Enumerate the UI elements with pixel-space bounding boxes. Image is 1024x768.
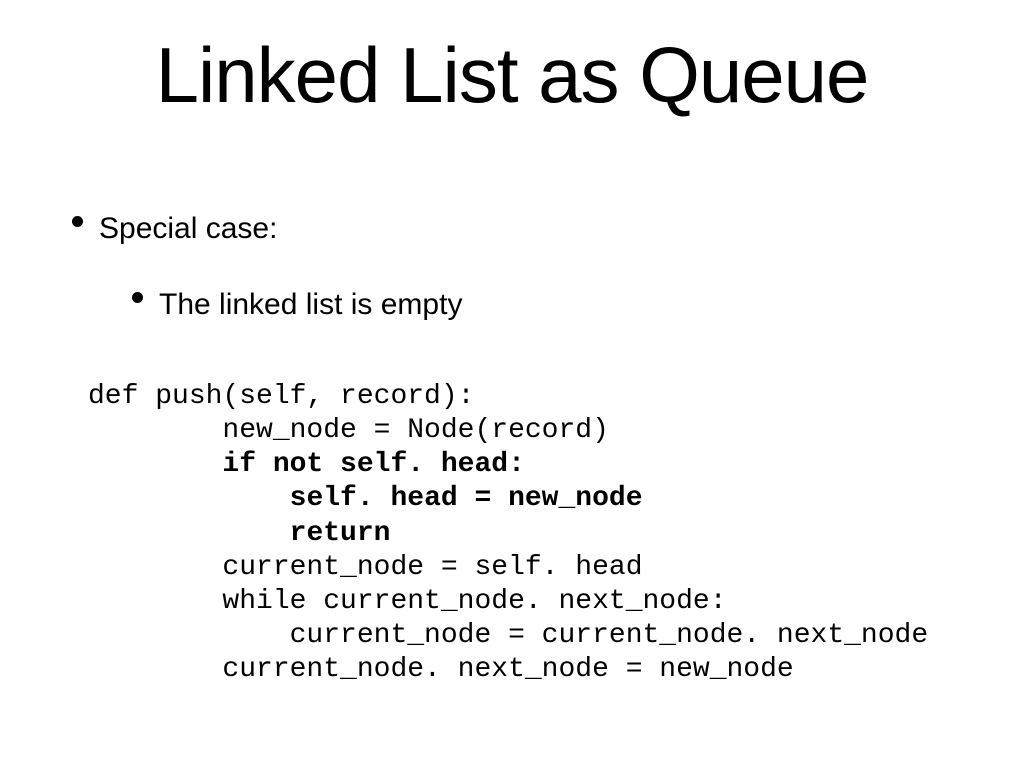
bullet-dot-icon <box>72 216 83 227</box>
code-line: current_node. next_node = new_node <box>88 653 928 687</box>
slide: Linked List as Queue Special case: The l… <box>0 0 1024 768</box>
code-bold: if not self. head: <box>222 449 524 480</box>
code-line: self. head = new_node <box>88 482 928 516</box>
code-bold: self. head = new_node <box>290 483 643 514</box>
code-indent <box>88 518 290 549</box>
code-line: current_node = self. head <box>88 551 928 585</box>
slide-title: Linked List as Queue <box>0 30 1024 121</box>
code-line: def push(self, record): <box>88 380 928 414</box>
code-line: if not self. head: <box>88 448 928 482</box>
bullet-level-2-text: The linked list is empty <box>159 288 462 321</box>
bullet-dot-icon <box>132 292 143 303</box>
code-line: while current_node. next_node: <box>88 585 928 619</box>
code-indent <box>88 449 222 480</box>
code-bold: return <box>290 518 391 549</box>
bullet-level-1-text: Special case: <box>99 212 277 245</box>
code-line: new_node = Node(record) <box>88 414 928 448</box>
bullet-level-2: The linked list is empty <box>132 288 462 322</box>
code-block: def push(self, record): new_node = Node(… <box>88 380 928 687</box>
code-line: current_node = current_node. next_node <box>88 619 928 653</box>
code-indent <box>88 483 290 514</box>
code-line: return <box>88 517 928 551</box>
bullet-level-1: Special case: <box>72 212 277 246</box>
